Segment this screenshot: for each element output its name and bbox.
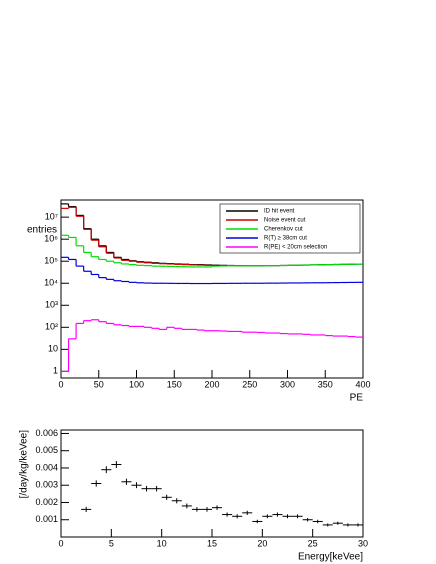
x-axis-title: PE [350,393,364,404]
x-tick-label: 350 [318,379,333,389]
legend-label: Cherenkov cut [264,227,303,233]
x-tick-label: 150 [167,379,182,389]
legend-label: ID hit event [264,209,295,215]
y-tick-label: 0.003 [35,480,58,490]
x-tick-label: 200 [204,379,219,389]
x-tick-label: 0 [58,379,63,389]
x-tick-label: 50 [94,379,104,389]
x-tick-label: 30 [358,538,368,548]
x-tick-label: 100 [129,379,144,389]
y-axis-title: entries [27,225,57,236]
x-tick-label: 250 [242,379,257,389]
y-tick-label: 10³ [45,300,58,310]
x-tick-label: 0 [58,538,63,548]
y-tick-label: 10⁴ [44,278,58,288]
y-tick-label: 1 [53,366,58,376]
x-tick-label: 20 [257,538,267,548]
y-tick-label: 10⁵ [44,256,58,266]
legend-label: R(T) ≥ 38cm cut [264,236,307,242]
x-tick-label: 5 [109,538,114,548]
y-tick-label: 0.004 [35,462,58,472]
y-tick-label: 10² [45,322,58,332]
y-tick-label: 0.006 [35,428,58,438]
x-axis-title: Energy[keVee] [298,552,363,563]
y-tick-label: 10 [48,344,58,354]
legend-label: Noise event cut [264,218,306,224]
y-tick-label: 10⁶ [44,234,58,244]
y-axis-title: [/day/kg/keVee] [19,430,30,499]
x-tick-label: 25 [308,538,318,548]
y-tick-label: 10⁷ [45,212,58,222]
x-tick-label: 15 [207,538,217,548]
legend-label: R(PE) < 20cm selection [264,245,327,251]
y-tick-label: 0.005 [35,445,58,455]
y-tick-label: 0.002 [35,497,58,507]
x-tick-label: 400 [355,379,370,389]
x-tick-label: 300 [280,379,295,389]
y-tick-label: 0.001 [35,514,58,524]
x-tick-label: 10 [157,538,167,548]
